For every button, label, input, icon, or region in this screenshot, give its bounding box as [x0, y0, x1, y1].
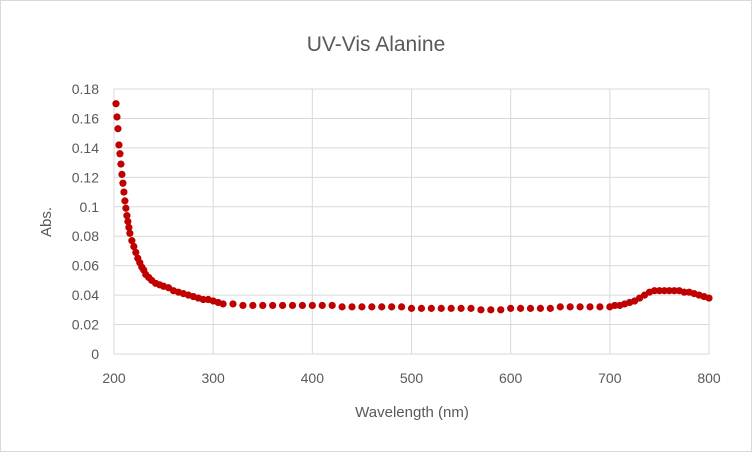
- gridlines: [113, 88, 710, 355]
- data-point: [576, 303, 584, 311]
- data-point: [113, 113, 121, 121]
- data-point: [497, 306, 505, 314]
- data-point: [526, 304, 535, 312]
- y-tick-label: 0.04: [72, 287, 99, 303]
- data-point: [121, 197, 129, 205]
- data-point: [447, 304, 455, 312]
- y-tick-label: 0.02: [72, 317, 99, 333]
- data-point: [427, 304, 435, 312]
- data-point: [660, 287, 668, 295]
- data-point: [124, 217, 132, 226]
- data-point: [239, 301, 247, 310]
- data-point: [546, 304, 554, 312]
- y-tick-label: 0.12: [72, 169, 99, 185]
- y-axis-label: Abs.: [38, 207, 55, 237]
- data-point: [388, 303, 396, 311]
- y-tick-label: 0.18: [72, 81, 99, 97]
- x-tick-labels: 200 300 400 500 600 700 800: [102, 370, 721, 386]
- data-point: [407, 304, 416, 312]
- data-point: [348, 303, 356, 311]
- data-point: [328, 301, 336, 310]
- data-point: [655, 287, 664, 295]
- data-point: [665, 287, 673, 295]
- data-point: [117, 160, 125, 168]
- data-point: [358, 303, 366, 311]
- x-tick-label: 600: [499, 370, 523, 386]
- x-tick-label: 300: [201, 370, 225, 386]
- x-tick-label: 700: [598, 370, 622, 386]
- x-tick-label: 800: [697, 370, 721, 386]
- x-tick-label: 500: [400, 370, 424, 386]
- data-point: [368, 303, 376, 311]
- data-point: [126, 229, 134, 237]
- data-point: [120, 188, 128, 196]
- data-point: [596, 303, 604, 311]
- data-point: [115, 141, 123, 149]
- data-point: [650, 287, 659, 295]
- data-point: [378, 303, 386, 311]
- data-point: [132, 248, 140, 257]
- data-point: [487, 306, 495, 314]
- data-point: [123, 212, 131, 220]
- data-point: [457, 304, 465, 312]
- data-point: [318, 301, 326, 310]
- data-point: [586, 303, 594, 311]
- data-point: [119, 179, 127, 187]
- data-point: [397, 303, 406, 311]
- data-point: [259, 301, 267, 310]
- y-tick-label: 0.08: [72, 228, 99, 244]
- data-point: [705, 294, 713, 302]
- data-point: [288, 301, 297, 310]
- data-points: [112, 100, 713, 314]
- data-point: [566, 303, 574, 311]
- data-point: [199, 295, 207, 304]
- data-point: [114, 125, 122, 133]
- data-point: [536, 304, 545, 312]
- y-tick-label: 0.14: [72, 140, 99, 156]
- data-point: [507, 304, 515, 312]
- y-tick-label: 0.06: [72, 258, 99, 274]
- data-point: [437, 304, 445, 312]
- data-point: [118, 170, 126, 178]
- data-point: [249, 301, 257, 310]
- data-point: [269, 301, 277, 310]
- data-point: [680, 288, 688, 296]
- data-point: [611, 301, 619, 310]
- data-point: [338, 303, 346, 311]
- data-point: [219, 300, 227, 308]
- data-point: [229, 300, 237, 308]
- data-point: [516, 304, 525, 312]
- data-point: [467, 304, 475, 312]
- x-tick-label: 400: [301, 370, 325, 386]
- data-point: [116, 150, 124, 158]
- data-point: [308, 301, 316, 310]
- data-point: [556, 303, 564, 311]
- data-point: [125, 223, 133, 231]
- y-tick-labels: 0 0.02 0.04 0.06 0.08 0.1 0.12 0.14 0.16 0.18: [72, 81, 99, 362]
- y-tick-label: 0.16: [72, 110, 99, 126]
- data-point: [278, 301, 287, 310]
- data-point: [128, 237, 136, 245]
- x-axis-label: Wavelength (nm): [355, 404, 469, 421]
- y-tick-label: 0.1: [80, 199, 100, 215]
- x-tick-label: 200: [102, 370, 126, 386]
- data-point: [122, 204, 130, 212]
- data-point: [112, 100, 120, 108]
- data-point: [670, 287, 678, 295]
- data-point: [417, 304, 426, 312]
- data-point: [298, 301, 307, 310]
- data-point: [477, 306, 485, 314]
- y-tick-label: 0: [91, 346, 99, 362]
- data-point: [130, 242, 138, 251]
- chart-title: UV-Vis Alanine: [307, 33, 446, 56]
